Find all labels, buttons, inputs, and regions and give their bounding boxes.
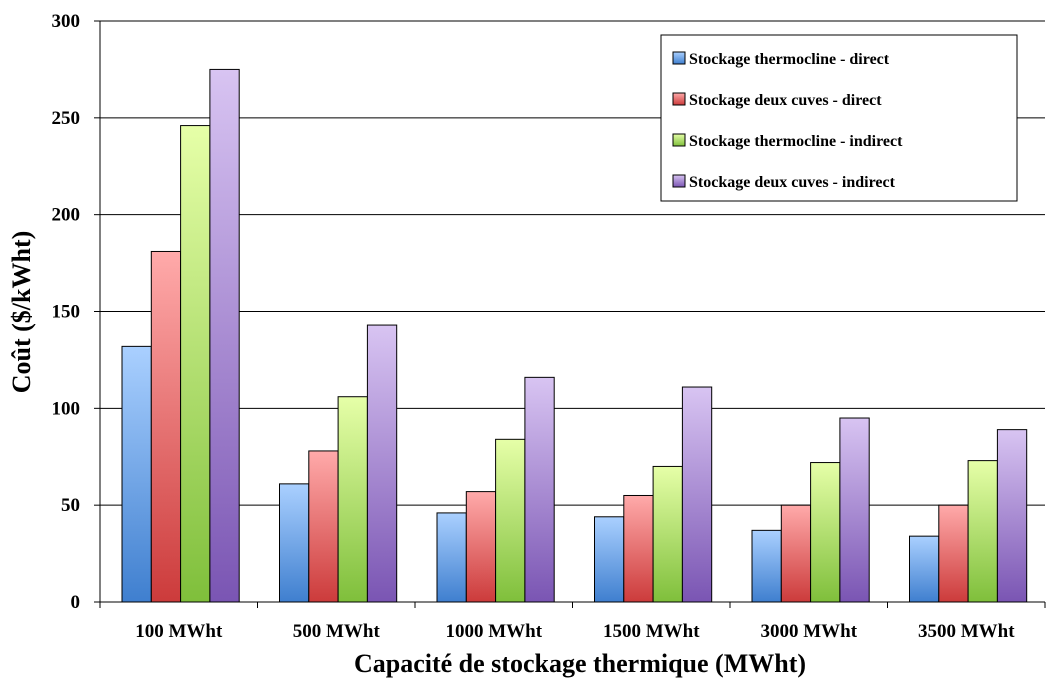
bar-3-6 <box>967 460 998 603</box>
legend-swatch <box>672 133 686 147</box>
y-tick-label: 100 <box>52 398 81 419</box>
bar-1-2 <box>279 483 310 603</box>
x-tick-label: 1000 MWht <box>445 621 542 642</box>
y-tick-label: 50 <box>61 495 80 516</box>
legend-swatch <box>672 51 686 65</box>
legend-label: Stockage deux cuves - indirect <box>689 174 896 191</box>
bar-3-2 <box>337 396 368 603</box>
bar-2-5 <box>780 504 812 603</box>
legend-label: Stockage thermocline - indirect <box>689 133 903 150</box>
legend-label: Stockage deux cuves - direct <box>689 92 882 109</box>
bar-4-1 <box>209 68 240 603</box>
x-tick-label: 100 MWht <box>135 621 223 642</box>
bar-1-3 <box>436 512 467 603</box>
bar-2-1 <box>150 250 182 603</box>
x-tick-label: 500 MWht <box>293 621 381 642</box>
x-tick-label: 3000 MWht <box>760 621 857 642</box>
y-tick-label: 150 <box>52 302 81 323</box>
bar-3-4 <box>652 465 683 603</box>
bar-1-6 <box>909 535 940 603</box>
y-axis-title: Coût ($/kWht) <box>7 231 36 394</box>
legend-box <box>660 34 1018 202</box>
bar-4-3 <box>524 376 555 603</box>
bar-3-3 <box>495 438 526 603</box>
bar-1-4 <box>594 516 625 603</box>
y-tick-label: 0 <box>71 592 81 613</box>
legend-swatch <box>672 92 686 106</box>
bar-3-1 <box>180 125 211 603</box>
legend-label: Stockage thermocline - direct <box>689 51 890 68</box>
bars <box>121 68 1028 603</box>
axes <box>94 20 1046 608</box>
y-tick-label: 300 <box>52 11 81 32</box>
bar-2-4 <box>623 494 654 603</box>
bar-4-5 <box>839 417 870 603</box>
x-tick-label: 3500 MWht <box>918 621 1015 642</box>
y-tick-labels: 0 50 100 150 200 250 300 <box>52 11 81 613</box>
bar-1-5 <box>751 529 782 603</box>
bar-2-2 <box>308 450 339 603</box>
x-tick-label: 1500 MWht <box>603 621 700 642</box>
bar-4-2 <box>366 324 398 603</box>
legend: Stockage thermocline - direct Stockage de… <box>660 34 1018 202</box>
x-tick-labels: 100 MWht 500 MWht 1000 MWht 1500 MWht 3000 M… <box>135 621 1015 642</box>
gridlines <box>100 20 1045 506</box>
bar-3-5 <box>810 462 841 603</box>
y-tick-label: 200 <box>52 205 81 226</box>
x-axis-title: Capacité de stockage thermique (MWht) <box>354 649 806 678</box>
legend-swatch <box>672 174 686 188</box>
y-tick-label: 250 <box>52 108 81 129</box>
bar-1-1 <box>121 345 152 603</box>
bar-2-3 <box>465 491 497 603</box>
bar-4-6 <box>996 429 1028 603</box>
bar-4-4 <box>681 386 713 603</box>
bar-2-6 <box>938 504 969 603</box>
